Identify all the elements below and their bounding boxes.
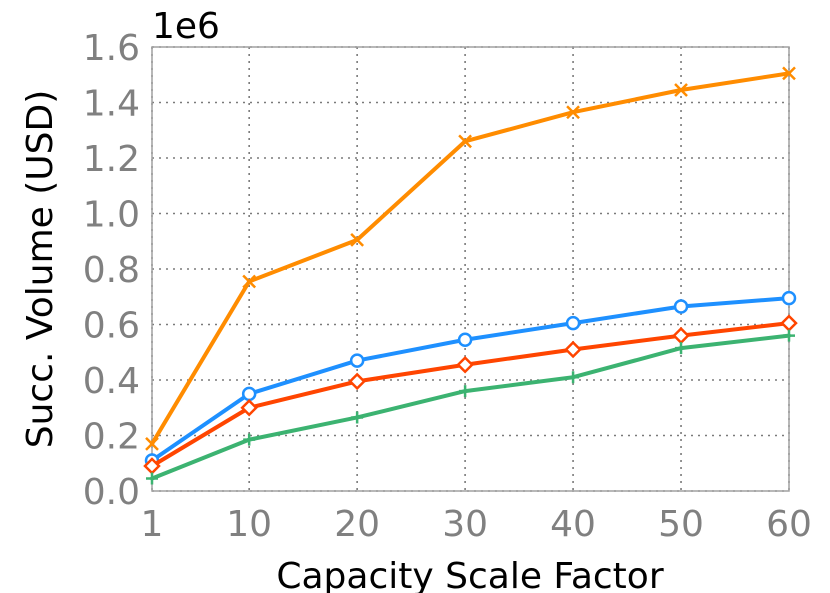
y-tick-label: 0.8 [83,250,140,291]
y-tick-label: 1.4 [83,84,140,125]
series-circle [144,290,797,468]
circle-marker [673,299,689,314]
circle-marker [781,290,797,306]
x-marker [566,105,580,120]
series-diamond [143,314,798,475]
x-tick-label: 40 [550,504,596,545]
y-scale-label: 1e6 [152,6,220,47]
y-tick-label: 0.4 [83,361,140,402]
circle-marker [241,386,257,402]
plus-marker [146,472,158,485]
diamond-marker [456,355,474,374]
x-marker [145,436,159,451]
y-tick-label: 1.6 [83,28,140,69]
y-tick-label: 1.2 [83,139,140,180]
x-axis-title: Capacity Scale Factor [276,556,663,593]
circle-marker [565,315,581,331]
diamond-marker [780,314,798,332]
x-marker [782,66,796,81]
circle-marker [457,332,473,348]
y-tick-label: 0.0 [83,472,140,513]
plus-marker [351,411,364,424]
x-marker [674,83,688,97]
circle-marker [349,353,365,368]
y-tick-label: 1.0 [83,195,140,236]
plus-marker [783,329,795,342]
plus-marker [567,371,580,384]
diamond-marker [672,326,690,345]
x-tick-label: 50 [658,504,704,545]
diamond-marker [564,340,582,359]
series-plus [146,329,795,485]
plus-marker [675,342,688,355]
tick-labels: 1 10 20 30 40 50 60 0.0 0.2 0.4 0.6 0.8 1.0 1.2 1.4 1.6 [83,28,812,545]
plot-frame [151,46,790,492]
x-marker [350,232,365,247]
grid [151,46,790,492]
x-tick-label: 1 [141,504,164,545]
series-line [150,296,791,463]
x-tick-label: 10 [226,504,272,545]
series-layer [143,66,798,485]
diamond-marker [348,372,366,391]
x-tick-label: 30 [442,504,488,545]
y-tick-label: 0.6 [83,306,140,347]
x-tick-label: 20 [334,504,380,545]
x-marker [458,134,472,149]
plus-marker [243,433,256,446]
series-x [145,66,796,451]
diamond-marker [240,398,258,417]
y-axis-title: Succ. Volume (USD) [20,90,61,449]
plus-marker [459,385,472,398]
y-tick-label: 0.2 [83,417,140,458]
x-tick-label: 60 [766,504,812,545]
x-marker [242,274,257,289]
